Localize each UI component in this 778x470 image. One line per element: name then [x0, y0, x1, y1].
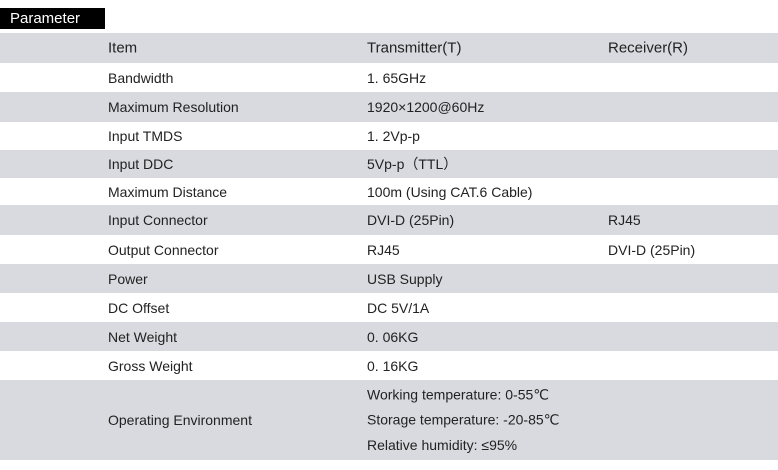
- table-row: [0, 264, 778, 293]
- transmitter-cell: Storage temperature: -20-85℃: [367, 411, 560, 428]
- transmitter-cell: Relative humidity: ≤95%: [367, 437, 518, 453]
- section-title: Parameter: [0, 8, 105, 29]
- column-header: Receiver(R): [608, 39, 689, 57]
- transmitter-cell: 5Vp-p（TTL）: [367, 156, 458, 172]
- receiver-cell: DVI-D (25Pin): [608, 241, 696, 258]
- transmitter-cell: DC 5V/1A: [367, 299, 430, 316]
- column-header: Item: [108, 39, 138, 57]
- item-cell: Maximum Resolution: [108, 99, 239, 115]
- table-row: [0, 150, 778, 178]
- transmitter-cell: 0. 06KG: [367, 328, 419, 345]
- transmitter-cell: 1. 65GHz: [367, 69, 427, 86]
- transmitter-cell: USB Supply: [367, 270, 443, 287]
- transmitter-cell: Working temperature: 0-55℃: [367, 386, 549, 403]
- transmitter-cell: RJ45: [367, 241, 400, 258]
- item-cell: Gross Weight: [108, 357, 193, 374]
- column-header: Transmitter(T): [367, 39, 462, 57]
- item-cell: Maximum Distance: [108, 183, 228, 200]
- transmitter-cell: DVI-D (25Pin): [367, 212, 455, 228]
- table-row: [0, 380, 778, 460]
- item-cell: Input DDC: [108, 156, 174, 172]
- receiver-cell: RJ45: [608, 212, 641, 228]
- item-cell: Bandwidth: [108, 69, 174, 86]
- table-row: [0, 205, 778, 235]
- table-row: [0, 92, 778, 122]
- item-cell: Input TMDS: [108, 128, 183, 144]
- transmitter-cell: 0. 16KG: [367, 357, 419, 374]
- item-cell: Operating Environment: [108, 412, 252, 428]
- item-cell: DC Offset: [108, 299, 170, 316]
- transmitter-cell: 1920×1200@60Hz: [367, 99, 485, 115]
- item-cell: Input Connector: [108, 212, 208, 228]
- header-row: [0, 33, 778, 63]
- transmitter-cell: 100m (Using CAT.6 Cable): [367, 183, 533, 200]
- item-cell: Output Connector: [108, 241, 219, 258]
- item-cell: Power: [108, 270, 148, 287]
- transmitter-cell: 1. 2Vp-p: [367, 128, 420, 144]
- item-cell: Net Weight: [108, 328, 177, 345]
- table-row: [0, 322, 778, 351]
